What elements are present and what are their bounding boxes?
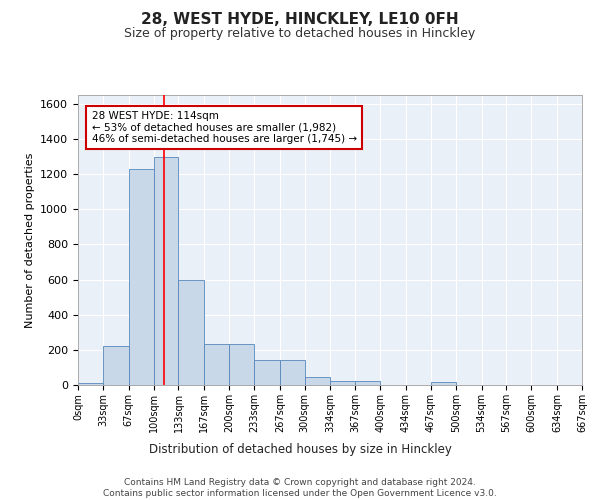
Y-axis label: Number of detached properties: Number of detached properties <box>25 152 35 328</box>
Text: 28 WEST HYDE: 114sqm
← 53% of detached houses are smaller (1,982)
46% of semi-de: 28 WEST HYDE: 114sqm ← 53% of detached h… <box>92 111 357 144</box>
Bar <box>355 382 380 385</box>
Text: Contains HM Land Registry data © Crown copyright and database right 2024.
Contai: Contains HM Land Registry data © Crown c… <box>103 478 497 498</box>
Bar <box>128 169 154 385</box>
Bar <box>103 346 128 385</box>
Bar <box>280 360 305 385</box>
Text: Size of property relative to detached houses in Hinckley: Size of property relative to detached ho… <box>124 28 476 40</box>
Bar <box>178 280 204 385</box>
Bar <box>204 344 229 385</box>
Text: Distribution of detached houses by size in Hinckley: Distribution of detached houses by size … <box>149 442 451 456</box>
Bar <box>431 382 456 385</box>
Bar <box>229 344 254 385</box>
Bar <box>305 377 331 385</box>
Bar <box>78 383 103 385</box>
Bar <box>254 360 280 385</box>
Text: 28, WEST HYDE, HINCKLEY, LE10 0FH: 28, WEST HYDE, HINCKLEY, LE10 0FH <box>141 12 459 28</box>
Bar <box>154 156 178 385</box>
Bar <box>331 380 355 385</box>
